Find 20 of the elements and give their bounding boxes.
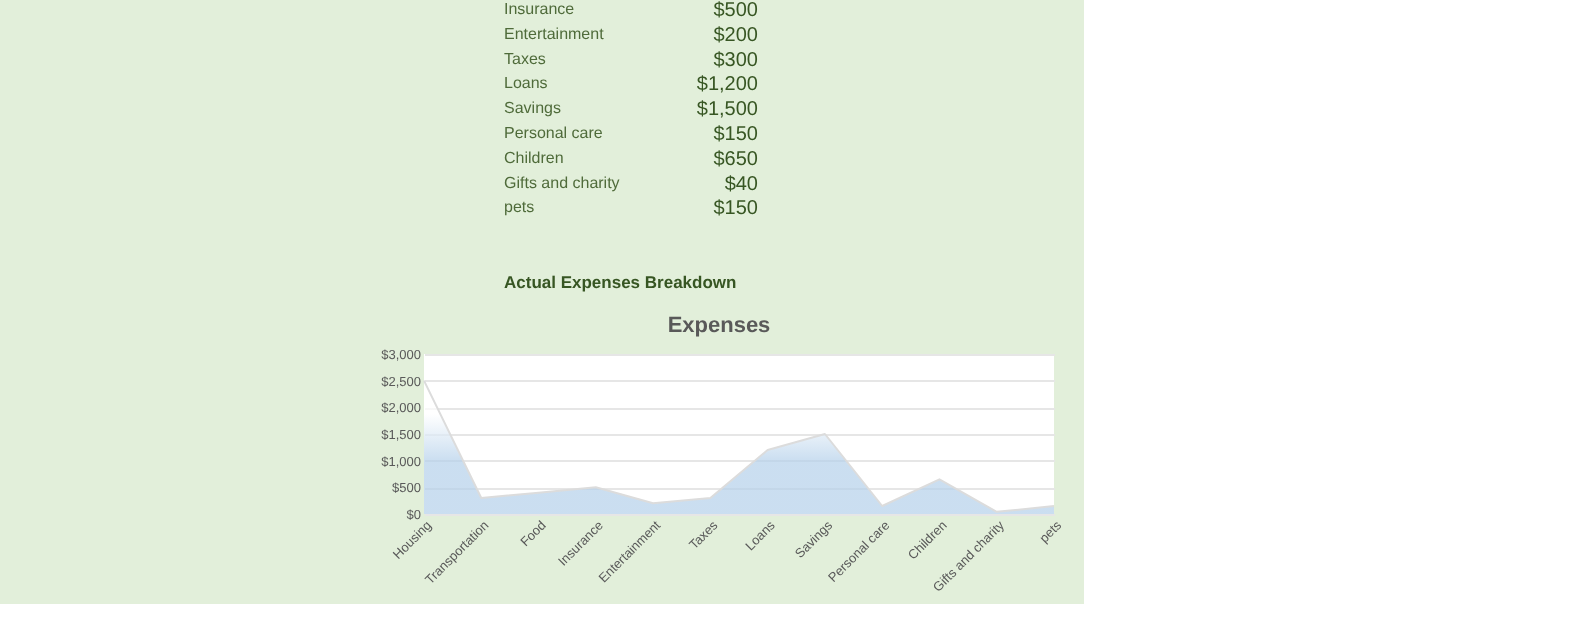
text: Gifts and charity — [504, 173, 620, 192]
text: Personal care — [504, 124, 604, 142]
text: Entertainment — [504, 24, 606, 43]
text: Insurance — [504, 0, 576, 18]
text: $150 — [713, 124, 759, 146]
text: Loans — [504, 74, 548, 93]
text: Children — [504, 148, 564, 167]
text: $500 — [713, 0, 759, 22]
text: pets — [504, 198, 535, 217]
text: $300 — [713, 49, 759, 72]
text: $40 — [724, 173, 759, 196]
text: Taxes — [504, 49, 546, 68]
text: Savings — [504, 99, 561, 118]
text: $1,200 — [696, 74, 759, 97]
text: $200 — [713, 24, 759, 47]
text: $150 — [713, 198, 759, 221]
text: Actual Expenses Breakdown — [504, 272, 737, 292]
text: $1,500 — [696, 99, 759, 122]
text: $650 — [713, 148, 759, 171]
chart-title: Expenses — [667, 314, 771, 338]
